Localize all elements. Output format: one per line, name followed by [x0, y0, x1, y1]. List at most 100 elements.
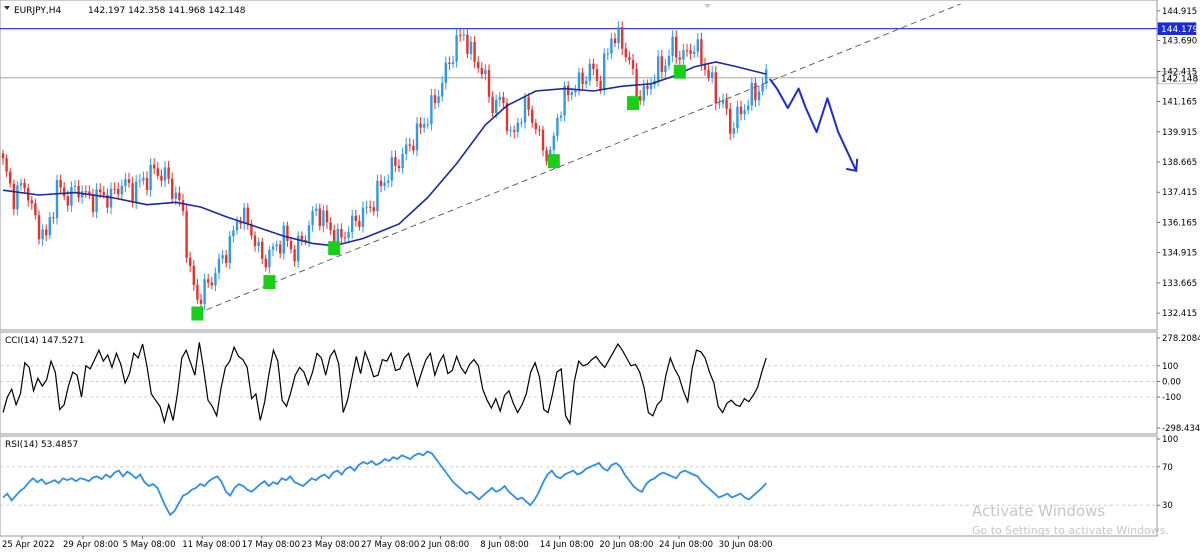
candle-body — [599, 80, 602, 90]
touch-marker — [263, 275, 276, 290]
projection-arrowhead — [846, 158, 859, 173]
candle-body — [423, 124, 426, 128]
price-tick-label: 141.165 — [1162, 98, 1197, 108]
candle-body — [484, 69, 487, 75]
candle-body — [45, 229, 48, 236]
candle-body — [84, 191, 87, 193]
candle-body — [300, 235, 303, 240]
x-tick-label: 20 Jun 08:00 — [599, 540, 653, 550]
candle-body — [498, 96, 501, 100]
x-tick-label: 29 Apr 08:00 — [63, 540, 118, 550]
price-level-tag — [1157, 22, 1197, 35]
moving-average-line — [2, 61, 767, 247]
candle-body — [336, 229, 339, 246]
price-tick-label: 132.415 — [1162, 309, 1197, 319]
candle-body — [495, 99, 498, 113]
candle-body — [617, 27, 620, 44]
candle-body — [66, 196, 69, 206]
candle-body — [761, 83, 764, 92]
candle-body — [635, 68, 638, 97]
x-tick-label: 25 Apr 2022 — [2, 540, 55, 550]
candle-body — [487, 69, 491, 97]
candle-body — [127, 179, 131, 184]
candle-body — [322, 210, 325, 227]
candle-body — [156, 168, 159, 176]
candle-body — [646, 85, 649, 90]
candle-body — [581, 72, 584, 85]
candle-body — [574, 89, 577, 93]
candle-body — [711, 72, 714, 78]
x-tick-label: 23 May 08:00 — [301, 540, 359, 550]
cci-tick-label: -298.4346 — [1162, 424, 1200, 434]
candle-body — [48, 217, 51, 236]
candle-body — [693, 51, 696, 54]
candle-body — [124, 179, 127, 186]
candle-body — [750, 83, 753, 106]
candle-body — [318, 208, 321, 227]
candle-body — [138, 180, 141, 182]
candle-body — [275, 244, 278, 247]
candle-body — [59, 180, 62, 188]
projection-path — [769, 78, 858, 172]
cci-label: CCI(14) 147.5271 — [5, 336, 85, 346]
scroll-marker-icon — [704, 4, 711, 8]
price-tick-label: 143.690 — [1162, 37, 1197, 47]
candle-body — [289, 240, 293, 250]
price-panel — [0, 0, 1158, 331]
candle-body — [106, 194, 109, 208]
candle-body — [304, 239, 307, 242]
candle-body — [639, 96, 642, 101]
candle-body — [448, 62, 451, 65]
candle-body — [520, 122, 523, 124]
candle-body — [217, 258, 221, 273]
candle-body — [160, 175, 163, 181]
candle-body — [552, 135, 555, 150]
candle-body — [419, 123, 422, 128]
candle-body — [657, 56, 660, 81]
candle-body — [405, 144, 408, 155]
candle-body — [214, 272, 217, 286]
cci-tick-label: 278.2084 — [1162, 334, 1200, 344]
candle-body — [480, 67, 483, 75]
candle-body — [682, 50, 685, 60]
candle-body — [747, 105, 750, 111]
trendline — [197, 3, 961, 314]
candle-body — [261, 241, 264, 259]
candle-body — [739, 106, 743, 115]
candle-body — [541, 129, 545, 151]
candle-body — [221, 255, 224, 259]
candle-body — [189, 257, 192, 266]
candle-body — [1, 153, 5, 159]
x-tick-label: 2 Jun 08:00 — [421, 540, 470, 550]
candle-body — [167, 167, 170, 179]
candle-body — [743, 110, 746, 115]
candle-body — [387, 180, 390, 183]
candle-body — [34, 203, 37, 216]
candle-body — [12, 183, 15, 210]
cci-tick-label: 100 — [1162, 362, 1178, 372]
candle-body — [603, 53, 606, 90]
candle-body — [379, 180, 383, 186]
candle-body — [199, 299, 203, 304]
candle-body — [361, 207, 365, 227]
candle-body — [73, 185, 77, 188]
candle-body — [444, 62, 447, 83]
candle-body — [595, 69, 599, 81]
collapse-triangle-icon[interactable] — [4, 6, 10, 10]
candle-body — [527, 97, 530, 110]
candle-body — [333, 230, 336, 246]
candle-body — [91, 194, 95, 212]
candle-body — [99, 189, 102, 193]
candle-body — [689, 50, 692, 54]
x-tick-label: 30 Jun 08:00 — [719, 540, 773, 550]
rsi-panel — [0, 435, 1158, 537]
candle-body — [725, 99, 728, 109]
candle-body — [41, 229, 44, 240]
candle-body — [293, 249, 296, 262]
candle-body — [736, 106, 739, 129]
candle-body — [347, 232, 350, 238]
candle-body — [502, 96, 505, 104]
candle-body — [117, 188, 120, 195]
candle-body — [466, 34, 469, 54]
candle-body — [624, 48, 627, 58]
